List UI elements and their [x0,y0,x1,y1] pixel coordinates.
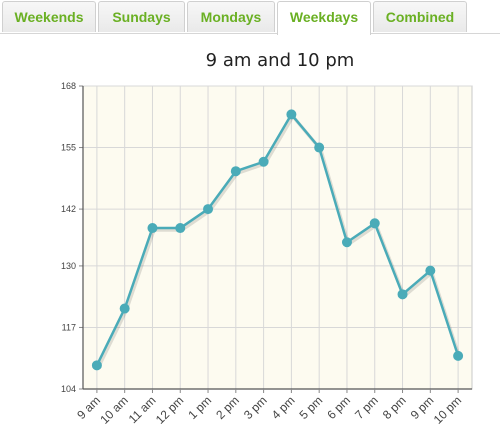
x-tick-label: 10 pm [431,393,464,426]
chart-title: 9 am and 10 pm [206,50,355,71]
data-point [258,156,269,167]
x-tick-label: 2 pm [213,393,242,422]
data-point [119,303,130,314]
tab-sundays[interactable]: Sundays [98,1,185,32]
x-tick-label: 6 pm [324,393,353,422]
y-tick-label: 155 [61,143,76,153]
x-tick-label: 5 pm [297,393,326,422]
x-tick-label: 10 am [97,393,130,426]
data-point [314,142,325,153]
data-point [397,289,408,300]
data-point [369,218,380,229]
y-tick-label: 142 [61,204,76,214]
data-point [147,223,158,234]
x-tick-label: 3 pm [241,393,270,422]
tab-mondays[interactable]: Mondays [187,1,275,32]
x-tick-label: 1 pm [185,393,214,422]
tab-combined[interactable]: Combined [373,1,467,32]
data-point [341,237,352,248]
y-tick-label: 117 [62,322,76,332]
data-point [286,109,297,120]
x-tick-label: 12 pm [153,393,186,426]
y-tick-label: 104 [61,384,76,394]
tab-weekends[interactable]: Weekends [2,1,96,32]
data-point [425,265,436,276]
x-tick-label: 4 pm [269,393,298,422]
data-point [175,223,186,234]
x-tick-label: 7 pm [352,393,381,422]
tab-weekdays[interactable]: Weekdays [277,1,371,35]
x-tick-label: 11 am [126,393,159,426]
tab-bar: Weekends Sundays Mondays Weekdays Combin… [0,0,500,35]
y-tick-label: 168 [61,81,76,91]
y-tick-label: 130 [61,261,76,271]
plot-area [82,85,473,390]
x-tick-label: 8 pm [380,393,409,422]
data-point [230,166,241,177]
data-point [203,204,214,215]
data-point [91,360,102,371]
data-point [453,350,464,361]
